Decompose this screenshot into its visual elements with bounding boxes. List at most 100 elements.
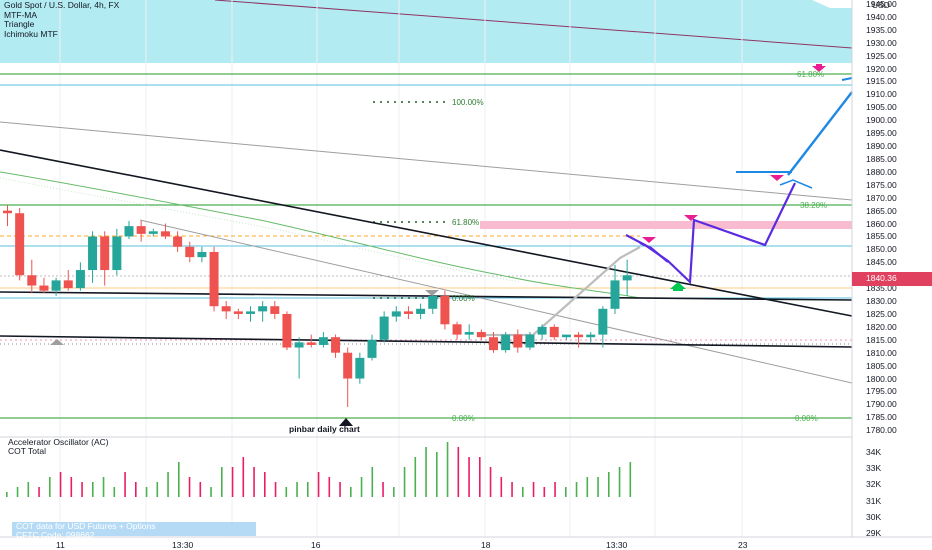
candle-body — [15, 213, 25, 276]
ac-bar — [629, 462, 632, 497]
indicator-cot-total[interactable]: COT Total — [8, 446, 46, 457]
indicator-ichimoku[interactable]: Ichimoku MTF — [4, 28, 58, 39]
grey-down-arrow — [425, 290, 439, 296]
candle-body — [209, 251, 219, 307]
moving-average-green — [0, 171, 641, 299]
triangle-upper-black — [0, 149, 853, 317]
candle-body — [221, 306, 231, 312]
ac-bar — [221, 467, 223, 497]
candle-body — [185, 246, 195, 258]
ac-bar — [371, 467, 374, 497]
fib-label-0-low: 0.00% — [452, 414, 475, 423]
cot-note-line2: CFTC Code: 098662 — [16, 529, 95, 540]
price-tick-label: 1920.00 — [866, 63, 897, 74]
price-tick-label: 1830.00 — [866, 296, 897, 307]
price-tick-label: 1820.00 — [866, 321, 897, 332]
moving-average-grey — [0, 121, 853, 201]
ac-bar — [253, 467, 255, 497]
cloud-diagonal-line — [214, 0, 853, 49]
ac-bar — [27, 482, 30, 497]
price-tick-label: 1945.00 — [866, 0, 897, 9]
candle-body — [270, 306, 280, 314]
pinbar-annotation: pinbar daily chart — [289, 424, 360, 434]
ac-bar — [156, 482, 159, 497]
fib-label-61-8-top: 61.80% — [797, 70, 825, 79]
ac-bar — [500, 477, 503, 497]
ichimoku-cloud-white-gap — [812, 0, 852, 8]
candle-body — [246, 311, 255, 314]
fib-label-0-right: 0.00% — [795, 414, 818, 423]
current-price-tag — [852, 272, 932, 286]
candle-body — [112, 236, 122, 271]
candle-body — [416, 308, 426, 314]
blue-projection-line — [787, 91, 853, 176]
ac-bar — [543, 487, 546, 497]
indicator-triangle[interactable]: Triangle — [4, 19, 35, 30]
candle-body — [27, 275, 37, 286]
candle-body — [160, 231, 170, 237]
candle-body — [355, 357, 365, 379]
ac-bar — [124, 472, 126, 497]
blue-projection-path — [639, 241, 669, 263]
price-tick-label: 1880.00 — [866, 166, 897, 177]
candle-body — [233, 311, 243, 314]
ac-bar — [522, 487, 524, 497]
blue-projection-top — [841, 77, 853, 81]
fib-label-100: 100.00% — [452, 98, 484, 107]
grey-up-arrow — [50, 339, 64, 345]
ac-bar — [403, 467, 406, 497]
price-tick-label: 1865.00 — [866, 205, 897, 216]
currency-unit: USD — [872, 0, 890, 10]
candle-body — [561, 334, 571, 338]
price-tick-label: 1785.00 — [866, 412, 897, 423]
lower-pane-legend: Accelerator Oscillator (AC) COT Total — [8, 437, 109, 457]
blue-arrow-chevron — [779, 179, 813, 189]
candle-body — [537, 326, 547, 335]
time-tick-label: 23 — [738, 540, 748, 550]
candle-body — [51, 280, 61, 291]
lower-tick-label: 29K — [866, 528, 882, 538]
candle-body — [124, 226, 134, 237]
magenta-down-arrow-1 — [812, 66, 826, 72]
ac-bar — [210, 487, 212, 497]
ac-bar — [16, 487, 19, 497]
purple-projection-path — [625, 182, 796, 285]
time-tick-label: 13:30 — [172, 540, 194, 550]
price-tick-label: 1915.00 — [866, 76, 897, 87]
magenta-down-arrow-4 — [642, 237, 656, 243]
candle-body — [282, 313, 292, 348]
indicator-accelerator-oscillator[interactable]: Accelerator Oscillator (AC) — [8, 437, 109, 447]
ac-bar — [242, 457, 245, 497]
ac-bar — [167, 472, 169, 497]
ac-bar — [586, 477, 589, 497]
candle-body — [476, 332, 486, 338]
candle-body — [428, 295, 438, 309]
candle-body — [148, 231, 158, 234]
time-tick-label: 13:30 — [606, 540, 628, 550]
candle-body — [197, 251, 207, 258]
candle-body — [622, 275, 632, 281]
price-tick-label: 1780.00 — [866, 425, 897, 436]
symbol-title[interactable]: Gold Spot / U.S. Dollar, 4h, FX — [4, 0, 120, 10]
candle-body — [549, 326, 559, 338]
candle-body — [100, 236, 110, 271]
indicator-mtf-ma[interactable]: MTF-MA — [4, 9, 38, 20]
price-tick-label: 1930.00 — [866, 37, 897, 48]
lower-tick-label: 34K — [866, 447, 882, 457]
cot-note-line1: COT data for USD Futures + Options — [16, 521, 156, 531]
ac-bar — [554, 482, 556, 497]
price-tick-label: 1825.00 — [866, 308, 897, 319]
ac-bar — [360, 477, 363, 497]
accelerator-oscillator-histogram — [6, 442, 632, 497]
lower-tick-label: 31K — [866, 495, 882, 506]
ac-bar — [199, 482, 202, 497]
price-tick-label: 1800.00 — [866, 373, 897, 384]
price-tick-label: 1795.00 — [866, 386, 897, 397]
lower-tick-label: 32K — [866, 479, 882, 490]
candle-body — [173, 236, 183, 247]
green-up-arrow — [670, 282, 686, 289]
candle-body — [391, 311, 401, 317]
price-tick-label: 1850.00 — [866, 244, 897, 255]
ac-bar — [328, 477, 331, 497]
